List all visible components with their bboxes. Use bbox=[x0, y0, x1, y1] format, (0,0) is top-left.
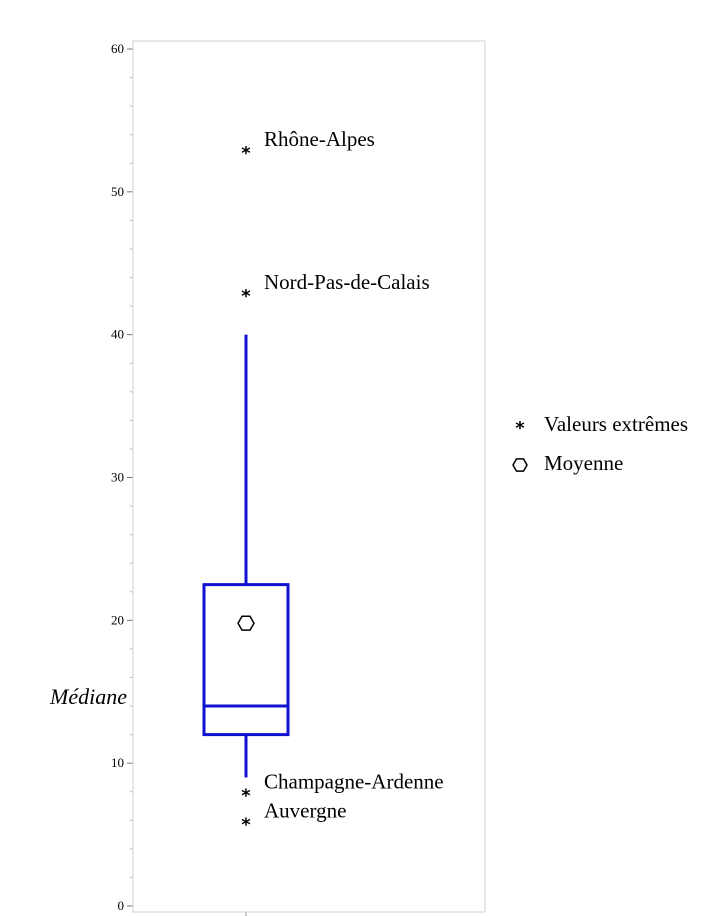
box-group bbox=[202, 334, 290, 778]
outlier-label: Nord-Pas-de-Calais bbox=[264, 270, 430, 294]
legend-hexagon-symbol bbox=[512, 458, 528, 472]
outlier-label: Auvergne bbox=[264, 798, 346, 822]
legend-label: Valeurs extrêmes bbox=[544, 412, 688, 436]
y-tick-label: 30 bbox=[111, 470, 124, 485]
y-tick-label: 10 bbox=[111, 755, 124, 770]
mean-marker bbox=[237, 615, 255, 631]
median-annotation: Médiane bbox=[49, 684, 127, 709]
iqr-box bbox=[202, 583, 290, 737]
outlier-point: * bbox=[241, 814, 251, 835]
y-axis: 0 10 20 30 40 50 60 bbox=[111, 41, 247, 916]
outliers-group: * Rhône-Alpes * Nord-Pas-de-Calais * Champagn… bbox=[241, 127, 443, 835]
legend: * Valeurs extrêmes Moyenne bbox=[512, 412, 688, 475]
outlier-point: * bbox=[241, 143, 251, 164]
legend-label: Moyenne bbox=[544, 451, 623, 475]
legend-star-symbol: * bbox=[515, 418, 525, 439]
y-tick-label: 50 bbox=[111, 184, 124, 199]
y-tick-label: 0 bbox=[118, 898, 125, 913]
outlier-point: * bbox=[241, 786, 251, 807]
annotations-group: Médiane bbox=[49, 684, 127, 709]
outlier-label: Rhône-Alpes bbox=[264, 127, 375, 151]
y-tick-label: 60 bbox=[111, 41, 124, 56]
outlier-point: * bbox=[241, 286, 251, 307]
outlier-label: Champagne-Ardenne bbox=[264, 770, 444, 794]
y-tick-label: 40 bbox=[111, 327, 124, 342]
plot-frame bbox=[132, 40, 486, 913]
y-tick-label: 20 bbox=[111, 612, 124, 627]
